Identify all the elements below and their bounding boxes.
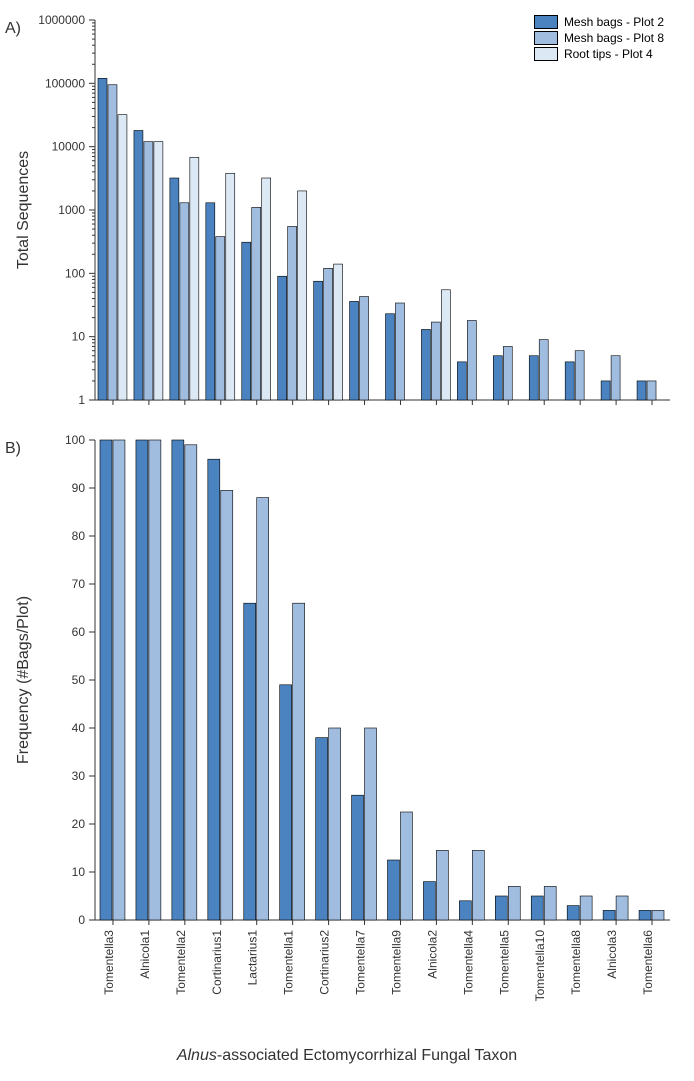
legend-item: Mesh bags - Plot 2 bbox=[534, 15, 664, 29]
legend-item: Mesh bags - Plot 8 bbox=[534, 31, 664, 45]
svg-text:40: 40 bbox=[72, 721, 86, 735]
svg-text:80: 80 bbox=[72, 529, 86, 543]
svg-text:Tomentella3: Tomentella3 bbox=[102, 930, 116, 995]
svg-text:60: 60 bbox=[72, 625, 86, 639]
svg-text:10000: 10000 bbox=[52, 140, 86, 154]
legend-swatch bbox=[534, 47, 558, 61]
svg-text:1: 1 bbox=[78, 393, 85, 407]
svg-text:Alnicola3: Alnicola3 bbox=[605, 930, 619, 979]
svg-text:Tomentella10: Tomentella10 bbox=[533, 930, 547, 1002]
chart-svg: 1101001000100001000001000000Total Sequen… bbox=[0, 0, 694, 1081]
svg-text:100: 100 bbox=[65, 433, 85, 447]
svg-text:50: 50 bbox=[72, 673, 86, 687]
legend-swatch bbox=[534, 31, 558, 45]
legend-item: Root tips - Plot 4 bbox=[534, 47, 664, 61]
svg-text:Frequency (#Bags/Plot): Frequency (#Bags/Plot) bbox=[15, 596, 32, 764]
legend-label: Mesh bags - Plot 8 bbox=[564, 31, 664, 45]
svg-text:Cortinarius2: Cortinarius2 bbox=[318, 930, 332, 995]
legend-label: Root tips - Plot 4 bbox=[564, 47, 653, 61]
svg-text:10: 10 bbox=[72, 330, 86, 344]
svg-text:100000: 100000 bbox=[45, 76, 85, 90]
svg-text:Tomentella8: Tomentella8 bbox=[569, 930, 583, 995]
legend: Mesh bags - Plot 2 Mesh bags - Plot 8 Ro… bbox=[534, 15, 664, 63]
svg-text:1000: 1000 bbox=[58, 203, 85, 217]
svg-text:Tomentella4: Tomentella4 bbox=[461, 930, 475, 995]
svg-text:Total Sequences: Total Sequences bbox=[15, 151, 32, 269]
svg-text:Tomentella2: Tomentella2 bbox=[174, 930, 188, 995]
figure-root: A) B) 1101001000100001000001000000Total … bbox=[0, 0, 694, 1081]
svg-text:Alnicola1: Alnicola1 bbox=[138, 930, 152, 979]
svg-text:70: 70 bbox=[72, 577, 86, 591]
svg-text:20: 20 bbox=[72, 817, 86, 831]
svg-text:Alnus-associated Ectomycorrhiz: Alnus-associated Ectomycorrhizal Fungal … bbox=[176, 1047, 517, 1064]
legend-swatch bbox=[534, 15, 558, 29]
svg-text:Tomentella5: Tomentella5 bbox=[497, 930, 511, 995]
svg-text:Cortinarius1: Cortinarius1 bbox=[210, 930, 224, 995]
svg-text:Tomentella6: Tomentella6 bbox=[641, 930, 655, 995]
svg-text:90: 90 bbox=[72, 481, 86, 495]
svg-text:30: 30 bbox=[72, 769, 86, 783]
svg-text:Alnicola2: Alnicola2 bbox=[425, 930, 439, 979]
svg-text:Tomentella1: Tomentella1 bbox=[282, 930, 296, 995]
svg-text:Lactarius1: Lactarius1 bbox=[246, 930, 260, 986]
svg-text:10: 10 bbox=[72, 865, 86, 879]
svg-text:1000000: 1000000 bbox=[38, 13, 85, 27]
legend-label: Mesh bags - Plot 2 bbox=[564, 15, 664, 29]
svg-text:100: 100 bbox=[65, 266, 85, 280]
svg-text:Tomentella7: Tomentella7 bbox=[354, 930, 368, 995]
svg-text:Tomentella9: Tomentella9 bbox=[389, 930, 403, 995]
svg-text:0: 0 bbox=[78, 913, 85, 927]
